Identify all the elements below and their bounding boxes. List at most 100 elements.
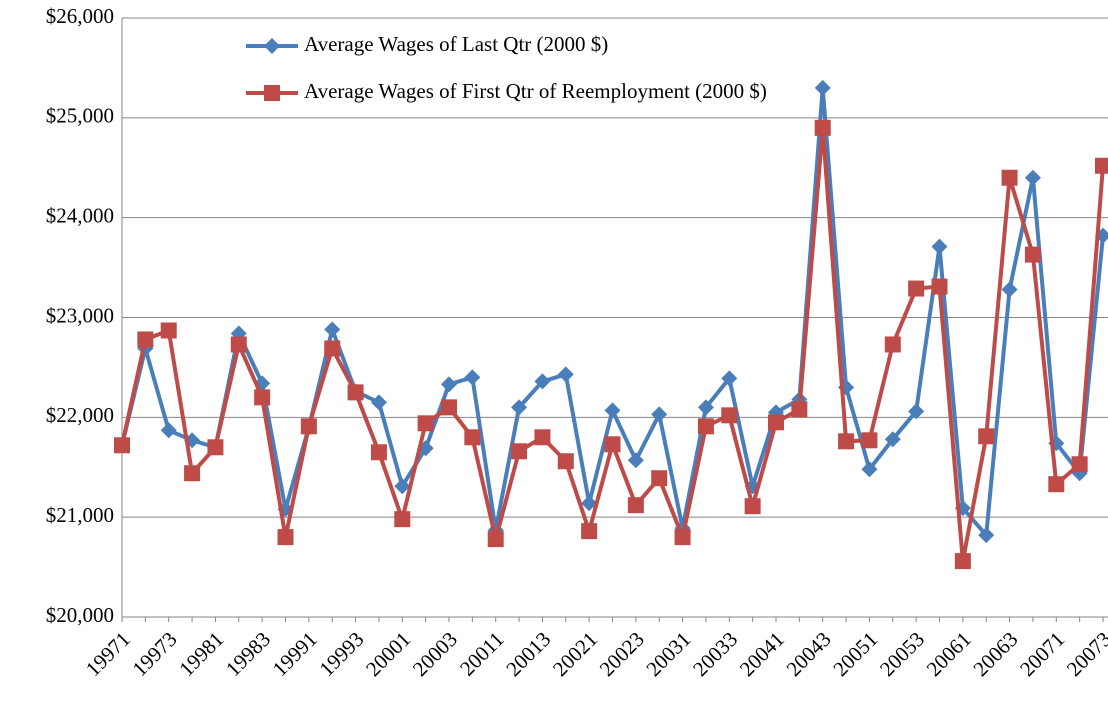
point [160, 422, 177, 439]
point [627, 452, 644, 469]
point [464, 369, 481, 386]
point [1001, 281, 1018, 298]
x-tick-label: 20033 [688, 627, 742, 681]
point [861, 461, 878, 478]
point [230, 336, 247, 353]
point [487, 531, 504, 548]
point [324, 340, 341, 357]
point [137, 331, 154, 348]
point [838, 433, 855, 450]
x-tick-label: 19991 [268, 627, 322, 681]
point [931, 238, 948, 255]
point [954, 553, 971, 570]
x-tick-label: 20053 [875, 627, 929, 681]
x-tick-label: 19971 [81, 627, 135, 681]
point [581, 495, 598, 512]
point [254, 389, 271, 406]
point [721, 370, 738, 387]
point [721, 407, 738, 424]
point [931, 278, 948, 295]
point [464, 429, 481, 446]
legend-marker [264, 38, 280, 54]
point [557, 366, 574, 383]
point [978, 527, 995, 544]
point [277, 529, 294, 546]
x-tick-label: 20073 [1062, 627, 1108, 681]
point [184, 465, 201, 482]
point [511, 399, 528, 416]
x-tick-label: 19983 [221, 627, 275, 681]
y-tick-label: $21,000 [46, 503, 114, 527]
point [417, 415, 434, 432]
point [744, 498, 761, 515]
x-tick-label: 20043 [782, 627, 836, 681]
point [394, 478, 411, 495]
point [791, 401, 808, 418]
point [1071, 456, 1088, 473]
point [394, 511, 411, 528]
x-tick-label: 20071 [1015, 627, 1069, 681]
point [1001, 169, 1018, 186]
point [604, 402, 621, 419]
x-tick-label: 19973 [128, 627, 182, 681]
y-tick-label: $24,000 [46, 203, 114, 227]
y-tick-label: $20,000 [46, 603, 114, 627]
x-tick-label: 20051 [828, 627, 882, 681]
point [697, 418, 714, 435]
point [814, 79, 831, 96]
x-tick-label: 19993 [314, 627, 368, 681]
point [1024, 169, 1041, 186]
point [604, 436, 621, 453]
point [908, 403, 925, 420]
legend-label: Average Wages of Last Qtr (2000 $) [304, 32, 608, 56]
point [160, 322, 177, 339]
point [370, 444, 387, 461]
point [534, 429, 551, 446]
x-tick-label: 20031 [641, 627, 695, 681]
point [324, 321, 341, 338]
point [1095, 227, 1108, 244]
x-tick-label: 20041 [735, 627, 789, 681]
x-tick-label: 20063 [968, 627, 1022, 681]
point [884, 431, 901, 448]
point [814, 119, 831, 136]
point [651, 406, 668, 423]
point [441, 399, 457, 416]
point [697, 399, 714, 416]
point [534, 373, 551, 390]
point [978, 428, 995, 445]
point [207, 439, 224, 456]
y-tick-label: $25,000 [46, 104, 114, 128]
point [441, 376, 457, 393]
x-tick-label: 19981 [174, 627, 228, 681]
y-tick-label: $26,000 [46, 4, 114, 28]
point [1048, 476, 1065, 493]
point [370, 394, 387, 411]
point [300, 418, 317, 435]
point [768, 414, 784, 431]
x-tick-label: 20013 [501, 627, 555, 681]
point [908, 280, 925, 297]
point [557, 453, 574, 470]
point [884, 336, 901, 353]
point [1095, 157, 1108, 174]
x-tick-label: 20061 [922, 627, 976, 681]
point [581, 523, 598, 540]
x-tick-label: 20003 [408, 627, 462, 681]
point [651, 470, 668, 487]
x-tick-label: 20001 [361, 627, 415, 681]
point [861, 432, 878, 449]
series-line [120, 127, 1105, 562]
point [511, 443, 528, 460]
point [627, 497, 644, 514]
x-tick-label: 20011 [455, 627, 509, 681]
x-tick-label: 20021 [548, 627, 602, 681]
point [1024, 246, 1041, 263]
legend-marker [264, 85, 280, 101]
y-tick-label: $23,000 [46, 303, 114, 327]
point [347, 384, 364, 401]
point [114, 437, 130, 454]
point [674, 529, 691, 546]
x-tick-label: 20023 [595, 627, 649, 681]
